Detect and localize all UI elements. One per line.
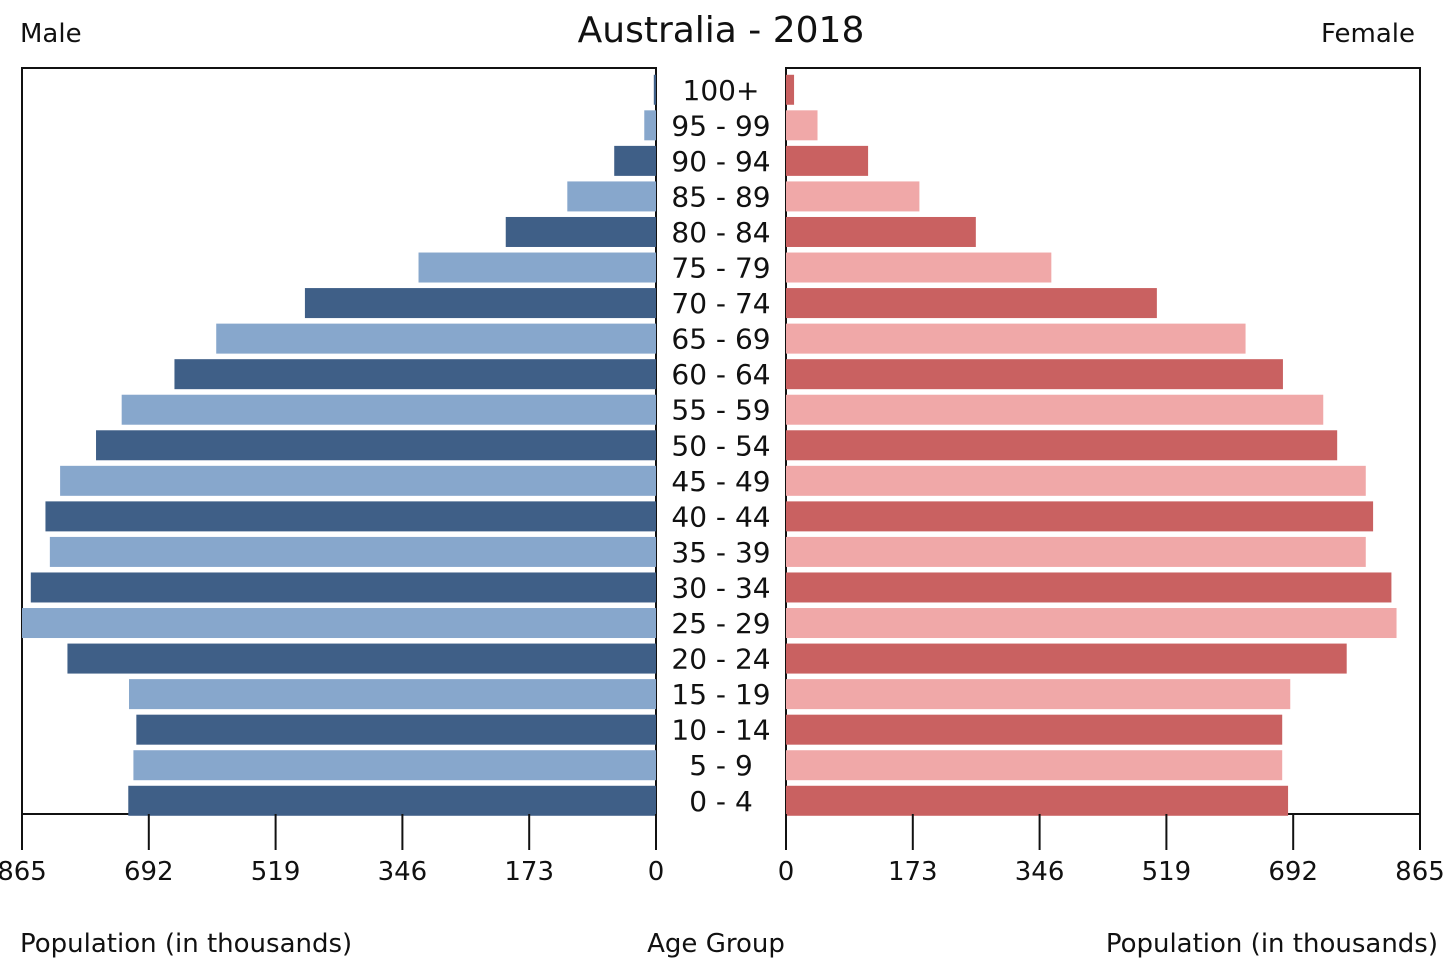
- male-bar-6: [304, 288, 656, 319]
- female-bar-9: [786, 394, 1324, 425]
- age-group-label: 40 - 44: [671, 500, 770, 533]
- female-bar-3: [786, 181, 920, 212]
- age-group-label: 55 - 59: [671, 394, 770, 427]
- male-bars: [22, 74, 657, 816]
- age-group-label: 75 - 79: [671, 252, 770, 285]
- female-bar-16: [786, 643, 1347, 674]
- male-tick-label: 346: [378, 857, 428, 887]
- female-bar-20: [786, 785, 1289, 816]
- male-bar-12: [45, 501, 656, 532]
- female-bar-12: [786, 501, 1374, 532]
- male-tick-label: 173: [504, 857, 554, 887]
- female-bar-19: [786, 750, 1283, 781]
- female-bar-5: [786, 252, 1052, 283]
- male-bar-20: [128, 785, 656, 816]
- female-tick-label: 346: [1015, 857, 1065, 887]
- male-tick-label: 692: [124, 857, 174, 887]
- male-bar-13: [49, 536, 656, 567]
- male-bar-0: [653, 74, 656, 105]
- female-bar-4: [786, 216, 976, 247]
- male-bar-4: [505, 216, 656, 247]
- male-bar-8: [174, 359, 656, 390]
- female-axis-ticks: 0 173 346 519 692 865: [778, 814, 1443, 887]
- female-tick-label: 865: [1395, 857, 1443, 887]
- age-group-label: 45 - 49: [671, 465, 770, 498]
- male-bar-7: [216, 323, 657, 354]
- age-group-axis-label: Age Group: [647, 929, 785, 959]
- age-group-label: 100+: [683, 74, 760, 107]
- male-bar-18: [136, 714, 656, 745]
- female-bar-7: [786, 323, 1246, 354]
- age-group-label: 50 - 54: [671, 429, 770, 462]
- age-group-label: 0 - 4: [689, 785, 753, 818]
- male-x-axis-label: Population (in thousands): [20, 929, 352, 959]
- female-bar-18: [786, 714, 1283, 745]
- male-bar-11: [60, 465, 657, 496]
- male-axis-ticks: 865 692 519 346 173 0: [0, 814, 664, 887]
- male-bar-1: [644, 110, 656, 141]
- age-group-label: 20 - 24: [671, 643, 770, 676]
- male-tick-label: 865: [0, 857, 47, 887]
- age-group-label: 65 - 69: [671, 323, 770, 356]
- male-bar-19: [133, 750, 657, 781]
- male-bar-3: [567, 181, 656, 212]
- female-bar-1: [786, 110, 818, 141]
- age-group-label: 15 - 19: [671, 678, 770, 711]
- female-bar-13: [786, 536, 1366, 567]
- male-bar-5: [418, 252, 656, 283]
- male-bar-16: [67, 643, 657, 674]
- age-group-label: 60 - 64: [671, 358, 770, 391]
- age-group-label: 5 - 9: [689, 749, 753, 782]
- age-group-label: 70 - 74: [671, 287, 770, 320]
- male-label: Male: [20, 19, 82, 49]
- chart-title: Australia - 2018: [578, 10, 865, 51]
- male-tick-label: 519: [251, 857, 301, 887]
- age-group-label: 25 - 29: [671, 607, 770, 640]
- female-x-axis-label: Population (in thousands): [1106, 929, 1438, 959]
- female-bar-11: [786, 465, 1366, 496]
- male-bar-14: [30, 572, 657, 603]
- female-bars: [786, 74, 1397, 816]
- female-bar-14: [786, 572, 1392, 603]
- age-group-label: 95 - 99: [671, 109, 770, 142]
- female-bar-8: [786, 359, 1283, 390]
- male-bar-9: [121, 394, 657, 425]
- age-group-label: 35 - 39: [671, 536, 770, 569]
- female-bar-17: [786, 679, 1291, 710]
- age-group-label: 90 - 94: [671, 145, 770, 178]
- age-group-label: 80 - 84: [671, 216, 770, 249]
- female-tick-label: 692: [1268, 857, 1318, 887]
- female-tick-label: 0: [778, 857, 795, 887]
- age-group-label: 85 - 89: [671, 180, 770, 213]
- age-group-label: 10 - 14: [671, 714, 770, 747]
- male-bar-15: [22, 608, 656, 639]
- male-bar-10: [96, 430, 656, 461]
- female-bar-15: [786, 608, 1397, 639]
- female-label: Female: [1321, 19, 1415, 49]
- male-bar-2: [614, 145, 656, 176]
- male-bar-17: [129, 679, 657, 710]
- male-tick-label: 0: [648, 857, 665, 887]
- female-bar-6: [786, 288, 1157, 319]
- female-bar-2: [786, 145, 869, 176]
- female-bar-10: [786, 430, 1338, 461]
- female-tick-label: 173: [888, 857, 938, 887]
- female-tick-label: 519: [1142, 857, 1192, 887]
- age-group-label: 30 - 34: [671, 571, 770, 604]
- female-bar-0: [786, 74, 795, 105]
